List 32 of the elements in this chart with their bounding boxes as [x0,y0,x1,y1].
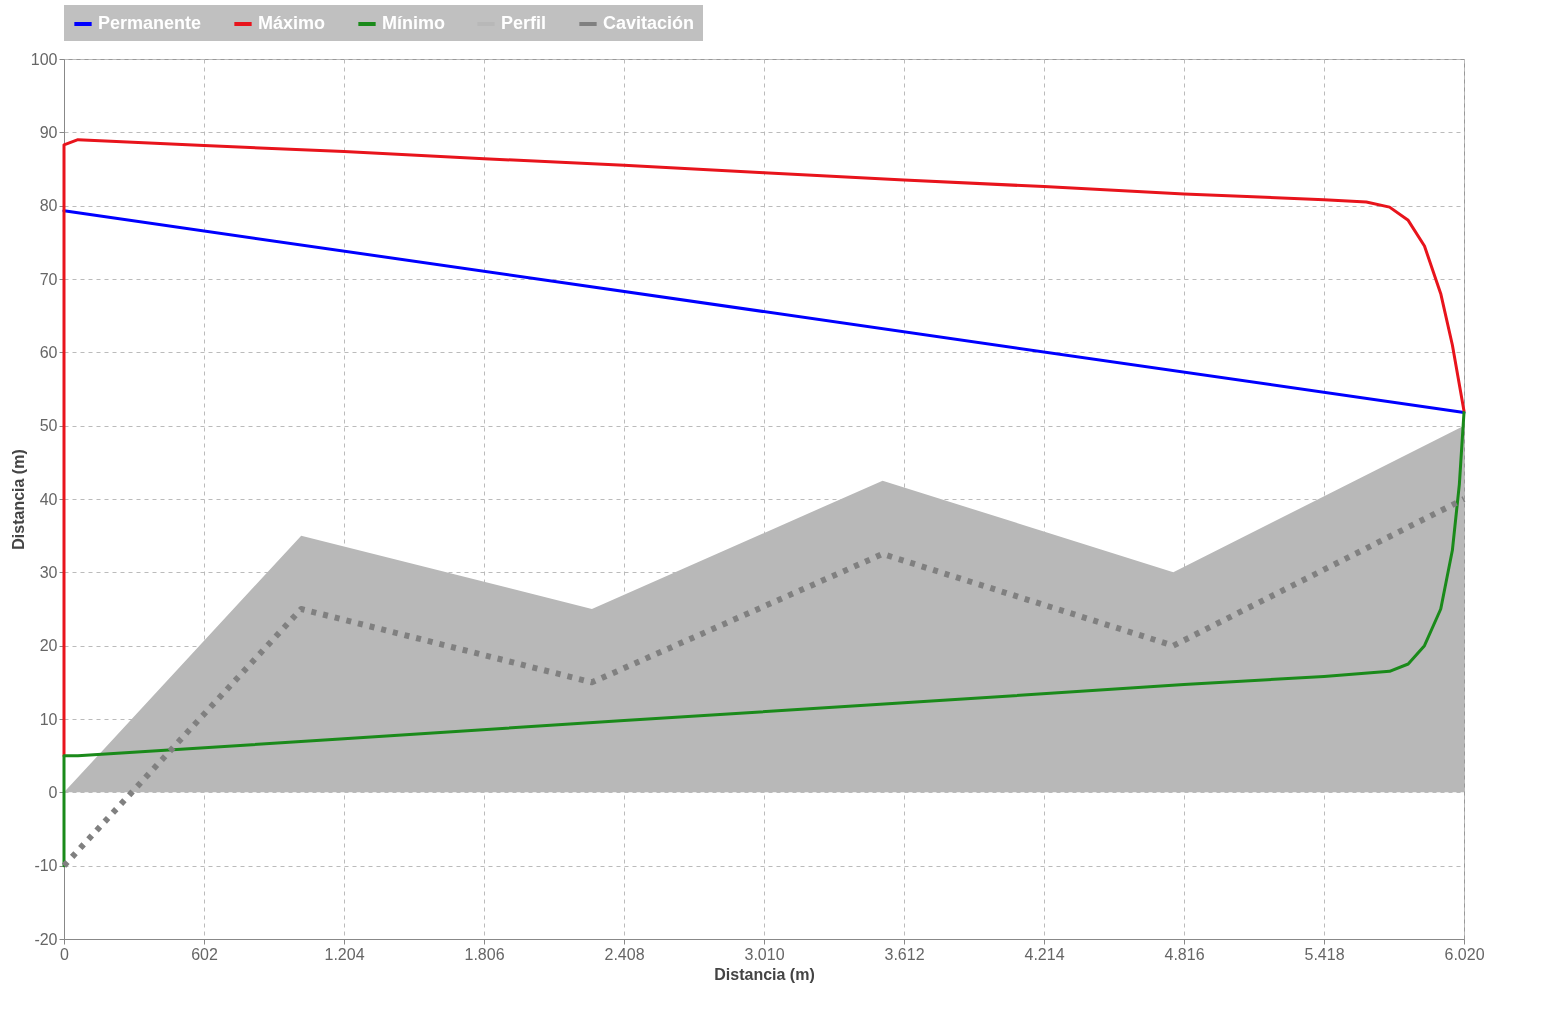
y-tick-label: 20 [39,637,58,655]
y-tick-label: 0 [48,783,58,801]
y-tick-label: 10 [39,710,58,728]
y-tick-label: 60 [39,343,58,361]
x-tick-label: 0 [60,945,70,963]
x-tick-label: 1.806 [464,945,505,963]
x-tick-label: 4.214 [1024,945,1065,963]
y-tick-label: 90 [39,123,58,141]
x-axis-title: Distancia (m) [714,965,815,983]
x-tick-label: 5.418 [1304,945,1345,963]
y-tick-label: -20 [34,930,58,948]
x-tick-label: 1.204 [324,945,365,963]
legend-label: Permanente [98,13,202,33]
y-tick-label: 40 [39,490,58,508]
line-series [62,410,1466,868]
legend-label: Máximo [258,13,326,33]
x-tick-label: 6.020 [1444,945,1485,963]
y-axis-title: Distancia (m) [9,449,27,550]
legend-label: Perfil [501,13,547,33]
x-tick-label: 3.612 [884,945,925,963]
y-tick-label: 100 [30,50,58,68]
x-tick-label: 4.816 [1164,945,1205,963]
y-tick-label: -10 [34,857,58,875]
x-tick-label: 3.010 [744,945,785,963]
y-tick-label: 70 [39,270,58,288]
y-tick-label: 30 [39,563,58,581]
legend-label: Cavitación [603,13,695,33]
y-tick-label: 80 [39,197,58,215]
x-tick-label: 2.408 [604,945,645,963]
legend-label: Mínimo [382,13,445,33]
y-tick-label: 50 [39,417,58,435]
x-tick-label: 602 [191,945,218,963]
